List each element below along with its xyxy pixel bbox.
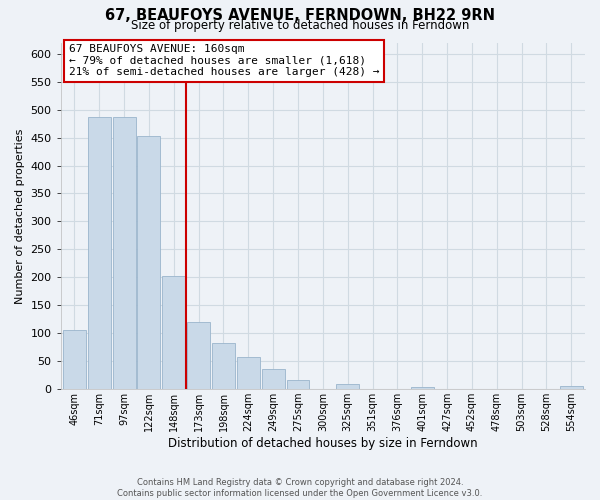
X-axis label: Distribution of detached houses by size in Ferndown: Distribution of detached houses by size … <box>168 437 478 450</box>
Bar <box>262 369 284 389</box>
Bar <box>212 343 235 389</box>
Text: Contains HM Land Registry data © Crown copyright and database right 2024.
Contai: Contains HM Land Registry data © Crown c… <box>118 478 482 498</box>
Y-axis label: Number of detached properties: Number of detached properties <box>15 128 25 304</box>
Bar <box>336 384 359 389</box>
Text: 67, BEAUFOYS AVENUE, FERNDOWN, BH22 9RN: 67, BEAUFOYS AVENUE, FERNDOWN, BH22 9RN <box>105 8 495 22</box>
Bar <box>237 358 260 389</box>
Bar <box>113 117 136 389</box>
Text: 67 BEAUFOYS AVENUE: 160sqm
← 79% of detached houses are smaller (1,618)
21% of s: 67 BEAUFOYS AVENUE: 160sqm ← 79% of deta… <box>68 44 379 78</box>
Bar <box>560 386 583 389</box>
Bar <box>63 330 86 389</box>
Bar <box>287 380 310 389</box>
Bar <box>187 322 210 389</box>
Bar <box>137 136 160 389</box>
Bar <box>163 276 185 389</box>
Bar <box>411 387 434 389</box>
Text: Size of property relative to detached houses in Ferndown: Size of property relative to detached ho… <box>131 19 469 32</box>
Bar <box>88 117 110 389</box>
